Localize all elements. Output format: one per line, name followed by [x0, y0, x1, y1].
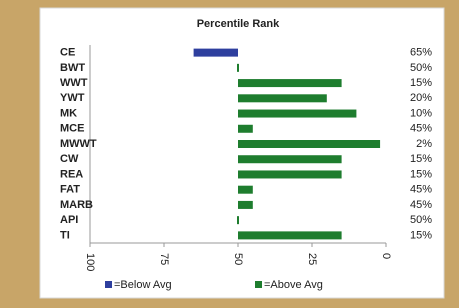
value-label: 45%	[410, 199, 432, 211]
value-label: 50%	[410, 214, 432, 226]
x-tick-label: 25	[306, 253, 318, 265]
bar	[238, 155, 342, 163]
value-label: 45%	[410, 123, 432, 135]
legend-label: =Above Avg	[264, 279, 323, 291]
category-label: CW	[60, 153, 79, 165]
value-label: 15%	[410, 77, 432, 89]
bar	[238, 186, 253, 194]
category-label: WWT	[60, 77, 88, 89]
category-label: MARB	[60, 199, 93, 211]
bar	[238, 94, 327, 102]
bar	[237, 64, 239, 72]
category-label: REA	[60, 168, 83, 180]
category-label: MWWT	[60, 138, 97, 150]
bar	[238, 231, 342, 239]
chart: Percentile Rank 100 75 50 25 0 CE 65% BWT 50% WWT…	[0, 0, 459, 303]
bar	[238, 170, 342, 178]
value-label: 15%	[410, 229, 432, 241]
value-label: 20%	[410, 92, 432, 104]
chart-title: Percentile Rank	[197, 18, 280, 30]
x-tick-label: 50	[232, 253, 244, 265]
category-label: CE	[60, 47, 75, 59]
value-label: 10%	[410, 107, 432, 119]
bar	[238, 140, 380, 148]
bar	[238, 110, 356, 118]
category-label: MK	[60, 107, 77, 119]
bar	[238, 79, 342, 87]
legend-swatch	[255, 281, 262, 288]
value-label: 15%	[410, 168, 432, 180]
bar	[238, 201, 253, 209]
x-tick-label: 0	[380, 253, 392, 259]
bar	[237, 216, 239, 224]
bar	[238, 125, 253, 133]
page: {"chart_data": {"type": "bar", "orientat…	[0, 0, 459, 303]
value-label: 50%	[410, 62, 432, 74]
value-label: 65%	[410, 47, 432, 59]
x-tick-label: 75	[158, 253, 170, 265]
category-label: API	[60, 214, 78, 226]
value-label: 45%	[410, 184, 432, 196]
x-tick-label: 100	[84, 253, 96, 271]
legend-swatch	[105, 281, 112, 288]
value-label: 2%	[416, 138, 432, 150]
category-label: FAT	[60, 184, 80, 196]
bar	[194, 49, 238, 57]
category-label: MCE	[60, 123, 84, 135]
category-label: BWT	[60, 62, 85, 74]
category-label: YWT	[60, 92, 85, 104]
value-label: 15%	[410, 153, 432, 165]
category-label: TI	[60, 229, 70, 241]
legend-label: =Below Avg	[114, 279, 172, 291]
